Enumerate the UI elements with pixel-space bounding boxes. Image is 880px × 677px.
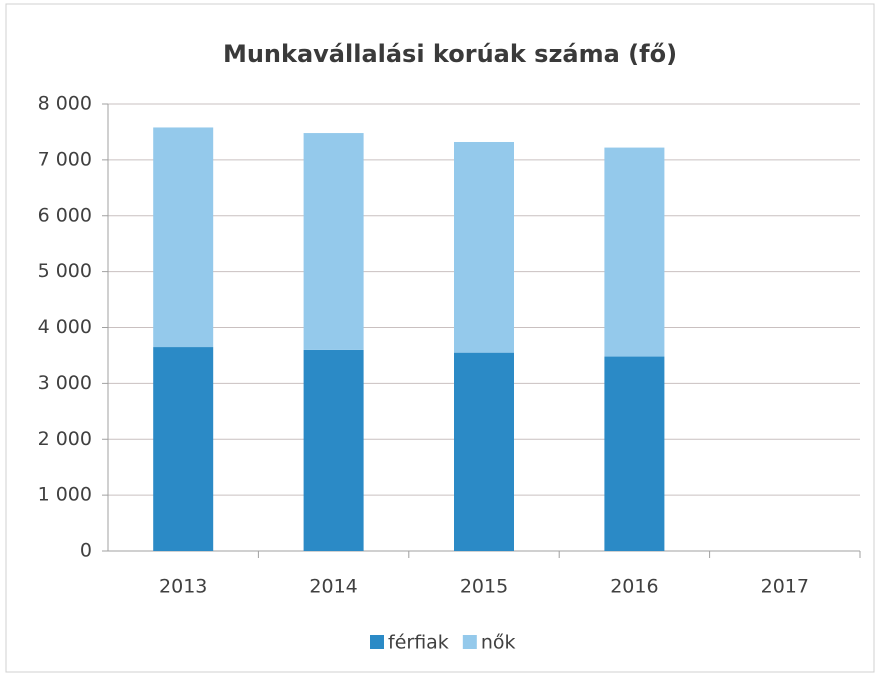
y-tick-label: 6 000 [38, 204, 92, 226]
bar-segment [454, 352, 514, 551]
bar-segment [153, 347, 214, 551]
y-tick-label: 2 000 [38, 428, 92, 450]
bar-segment [604, 147, 665, 357]
x-tick-label: 2014 [309, 576, 357, 598]
bar-segment [604, 356, 665, 551]
chart-border [5, 3, 875, 673]
x-tick-label: 2015 [460, 576, 508, 598]
bar-segment [454, 141, 514, 353]
y-tick-label: 5 000 [38, 260, 92, 282]
legend-label: férfiak [388, 632, 449, 654]
bar-segment [303, 349, 364, 551]
bar-segment [153, 127, 214, 348]
x-tick-label: 2016 [610, 576, 658, 598]
y-tick-label: 4 000 [38, 316, 92, 338]
y-tick-label: 3 000 [38, 372, 92, 394]
legend-swatch [370, 635, 384, 649]
y-tick-label: 1 000 [38, 484, 92, 506]
legend-swatch [462, 635, 477, 649]
x-tick-label: 2013 [159, 576, 207, 598]
bar-segment [303, 133, 364, 350]
y-tick-label: 7 000 [38, 148, 92, 170]
x-tick-label: 2017 [761, 576, 809, 598]
y-tick-label: 8 000 [38, 93, 92, 115]
legend-label: nők [481, 632, 516, 654]
chart-title: Munkavállalási korúak száma (fő) [223, 40, 677, 68]
y-tick-label: 0 [80, 540, 92, 562]
